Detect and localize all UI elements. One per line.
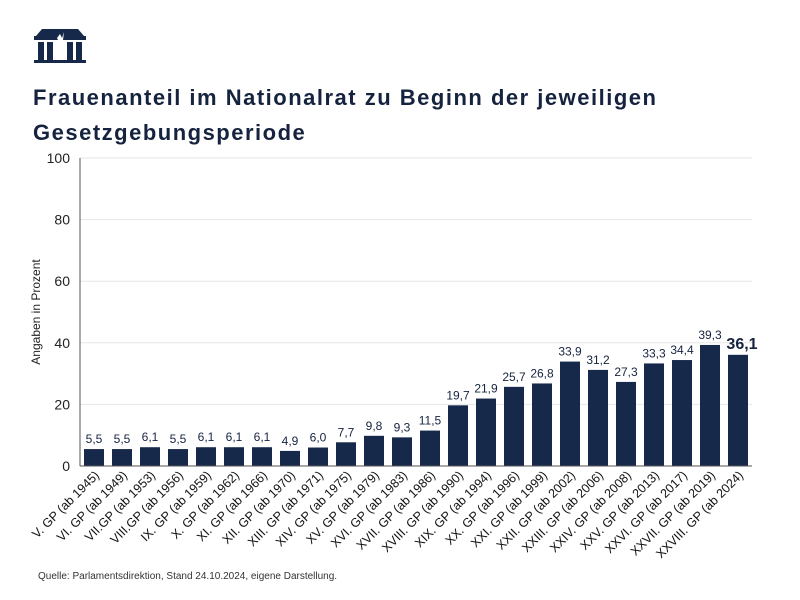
data-label: 33,9 <box>558 345 582 359</box>
data-label: 5,5 <box>170 432 187 446</box>
y-tick-label: 60 <box>54 273 70 289</box>
bar <box>224 447 244 466</box>
bar <box>420 430 440 466</box>
data-label: 6,1 <box>142 430 159 444</box>
bar <box>364 435 384 466</box>
bar <box>84 449 104 466</box>
data-label: 9,3 <box>394 420 411 434</box>
data-label: 4,9 <box>282 434 299 448</box>
data-label: 6,1 <box>254 430 271 444</box>
data-label: 6,1 <box>226 430 243 444</box>
bar <box>336 442 356 466</box>
y-tick-label: 40 <box>54 335 70 351</box>
bar <box>672 360 692 466</box>
parliament-logo <box>34 29 86 63</box>
y-axis-label: Angaben in Prozent <box>29 259 43 365</box>
y-tick-label: 0 <box>62 458 70 474</box>
data-label: 5,5 <box>114 432 131 446</box>
y-tick-label: 20 <box>54 396 70 412</box>
y-tick-label: 80 <box>54 212 70 228</box>
bar <box>140 447 160 466</box>
bar <box>308 447 328 466</box>
source-note: Quelle: Parlamentsdirektion, Stand 24.10… <box>38 571 338 582</box>
data-label: 6,1 <box>198 430 215 444</box>
data-label: 31,2 <box>586 353 610 367</box>
bar <box>476 398 496 466</box>
data-label: 36,1 <box>726 336 757 353</box>
bar <box>392 437 412 466</box>
data-label: 21,9 <box>474 382 498 396</box>
bar <box>252 447 272 466</box>
data-label: 19,7 <box>446 388 470 402</box>
data-label: 34,4 <box>670 343 694 357</box>
bar <box>504 386 524 466</box>
data-label: 7,7 <box>338 425 355 439</box>
data-label: 33,3 <box>642 346 666 360</box>
bar <box>728 354 748 466</box>
bar <box>532 383 552 466</box>
bar <box>588 369 608 466</box>
data-label: 6,0 <box>310 431 327 445</box>
data-label: 27,3 <box>614 365 638 379</box>
data-label: 11,5 <box>419 414 442 428</box>
bar <box>448 405 468 466</box>
bar <box>168 449 188 466</box>
data-label: 25,7 <box>502 370 526 384</box>
data-label: 39,3 <box>698 328 722 342</box>
bar <box>616 381 636 466</box>
data-label: 9,8 <box>366 419 383 433</box>
bar <box>112 449 132 466</box>
bar <box>644 363 664 466</box>
data-label: 5,5 <box>86 432 103 446</box>
bar <box>700 344 720 466</box>
bar <box>560 361 580 466</box>
y-tick-label: 100 <box>47 150 71 166</box>
data-label: 26,8 <box>530 366 554 380</box>
chart-title: Frauenanteil im Nationalrat zu Beginn de… <box>33 85 658 145</box>
bar <box>196 447 216 466</box>
bar <box>280 450 300 466</box>
